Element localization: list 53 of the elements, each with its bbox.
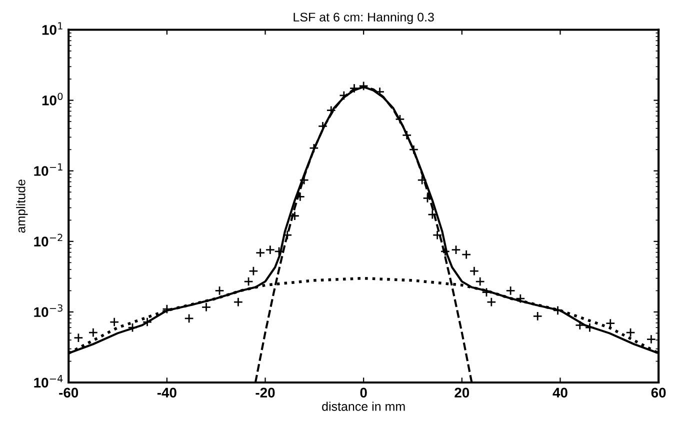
point	[233, 297, 244, 307]
point	[274, 246, 284, 256]
x-axis-title: distance in mm	[322, 402, 405, 411]
point	[486, 297, 496, 307]
point	[88, 328, 98, 338]
point	[428, 210, 438, 220]
point	[358, 81, 368, 91]
point	[461, 250, 472, 260]
y-tick-label: 10$^{−3}$	[34, 304, 62, 318]
x-tick-label: 60	[651, 388, 666, 398]
point	[162, 304, 172, 314]
point	[109, 317, 120, 327]
point	[128, 322, 138, 332]
point	[575, 320, 585, 330]
y-tick-label: 10$^{1}$	[42, 22, 62, 35]
y-tick-label: 10$^{−2}$	[34, 234, 62, 246]
y-tick-label: 10$^{0}$	[42, 92, 63, 106]
point	[309, 143, 319, 153]
y-tick-label: 10$^{−1}$	[34, 163, 62, 176]
point	[265, 244, 276, 255]
point	[402, 130, 412, 140]
y-tick-label: 10$^{−4}$	[34, 375, 63, 388]
point	[532, 311, 542, 322]
point	[244, 276, 254, 286]
point	[516, 294, 526, 304]
point	[255, 248, 266, 258]
x-tick-label: 20	[454, 388, 470, 398]
y-axis-title: amplitude	[16, 180, 28, 233]
point	[646, 334, 656, 344]
point	[184, 314, 194, 324]
point	[475, 276, 485, 286]
x-tick-label: -60	[59, 388, 78, 398]
point	[626, 328, 636, 338]
point	[606, 318, 616, 328]
point	[214, 286, 224, 296]
x-tick-label: -40	[157, 388, 176, 398]
point	[282, 230, 292, 240]
point	[432, 230, 442, 240]
x-tick-label: -20	[256, 388, 275, 398]
point	[408, 144, 419, 154]
x-tick-label: 0	[360, 388, 367, 398]
point	[451, 244, 461, 255]
chart-title: LSF at 6 cm: Hanning 0.3	[294, 12, 434, 24]
point	[142, 317, 152, 327]
point	[469, 266, 480, 276]
point	[74, 332, 84, 343]
point	[506, 286, 516, 296]
point	[201, 302, 212, 312]
point	[395, 114, 405, 124]
x-tick-label: 40	[552, 388, 568, 398]
point	[417, 175, 427, 185]
point	[248, 266, 258, 276]
point	[290, 211, 300, 221]
